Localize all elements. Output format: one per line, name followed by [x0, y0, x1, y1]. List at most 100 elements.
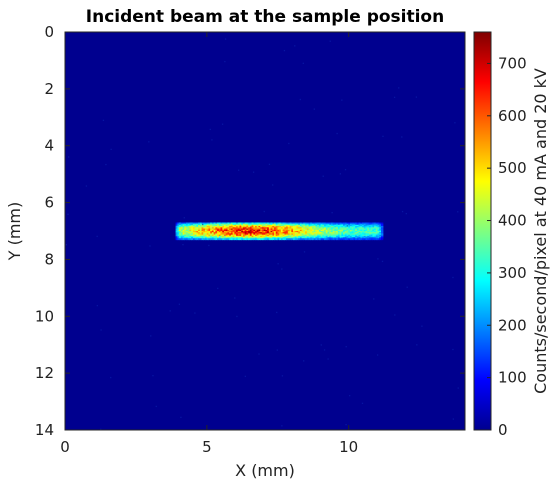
heatmap-cell: [199, 233, 203, 236]
noise-speckle: [373, 298, 375, 300]
heatmap-cell: [341, 237, 344, 239]
heatmap-cell: [236, 234, 239, 237]
heatmap-cell: [315, 228, 318, 231]
heatmap-cell: [225, 238, 229, 241]
heatmap-cell: [294, 228, 298, 231]
heatmap-cell: [175, 224, 178, 227]
heatmap-cell: [194, 233, 197, 236]
heatmap-cell: [358, 235, 361, 238]
heatmap-cell: [192, 224, 196, 227]
heatmap-cell: [330, 224, 334, 227]
heatmap-cell: [236, 222, 239, 225]
heatmap-cell: [334, 227, 337, 230]
heatmap-cell: [336, 237, 339, 239]
heatmap-cell: [287, 231, 291, 233]
heatmap-cell: [211, 231, 215, 233]
heatmap-cell: [280, 227, 284, 230]
heatmap-cell: [315, 234, 318, 237]
heatmap-cell: [215, 232, 218, 235]
heatmap-cell: [192, 233, 196, 236]
heatmap-cell: [223, 232, 227, 235]
heatmap-cell: [201, 237, 204, 239]
heatmap-cell: [227, 228, 230, 231]
heatmap-cell: [239, 234, 242, 237]
heatmap-cell: [356, 231, 360, 233]
heatmap-cell: [225, 231, 229, 233]
heatmap-cell: [336, 229, 339, 232]
heatmap-cell: [325, 229, 329, 232]
heatmap-cell: [286, 228, 289, 231]
heatmap-cell: [251, 237, 254, 239]
heatmap-cell: [217, 231, 220, 233]
y-tick-label: 14: [35, 421, 54, 439]
noise-speckle: [401, 210, 404, 213]
heatmap-cell: [274, 222, 277, 225]
heatmap-cell: [298, 238, 301, 241]
heatmap-cell: [191, 231, 194, 233]
heatmap-cell: [184, 231, 187, 233]
heatmap-cell: [370, 222, 373, 225]
heatmap-cell: [217, 222, 220, 225]
heatmap-cell: [267, 227, 270, 230]
heatmap-cell: [191, 233, 194, 236]
heatmap-cell: [303, 235, 306, 238]
heatmap-cell: [217, 237, 220, 239]
heatmap-cell: [320, 227, 323, 230]
heatmap-cell: [256, 227, 260, 230]
heatmap-cell: [379, 227, 382, 230]
heatmap-cell: [208, 227, 211, 230]
noise-speckle: [457, 211, 459, 213]
heatmap-cell: [301, 232, 304, 235]
heatmap-cell: [322, 222, 325, 225]
noise-speckle: [208, 244, 210, 247]
heatmap-cell: [310, 228, 313, 231]
heatmap-cell: [210, 228, 213, 231]
heatmap-cell: [192, 229, 196, 232]
heatmap-cell: [353, 229, 356, 232]
heatmap-cell: [310, 235, 313, 238]
noise-speckle: [288, 142, 290, 145]
heatmap-cell: [332, 234, 336, 237]
heatmap-cell: [341, 234, 344, 237]
heatmap-cell: [220, 222, 223, 225]
heatmap-cell: [306, 226, 310, 228]
heatmap-cell: [213, 231, 216, 233]
heatmap-cell: [327, 229, 330, 232]
heatmap-cell: [341, 227, 344, 230]
heatmap-cell: [374, 226, 377, 228]
noise-speckle: [276, 349, 278, 351]
heatmap-cell: [370, 226, 373, 228]
heatmap-cell: [218, 229, 222, 232]
heatmap-cell: [239, 222, 242, 225]
heatmap-cell: [218, 222, 222, 225]
heatmap-cell: [191, 222, 194, 225]
heatmap-cell: [227, 229, 230, 232]
heatmap-cell: [175, 233, 178, 236]
heatmap-cell: [317, 234, 320, 237]
heatmap-cell: [320, 237, 323, 239]
heatmap-cell: [282, 234, 285, 237]
heatmap-cell: [204, 223, 208, 226]
noise-speckle: [361, 402, 364, 404]
noise-speckle: [349, 395, 351, 397]
heatmap-cell: [267, 238, 270, 241]
noise-speckle: [169, 310, 171, 312]
heatmap-cell: [184, 238, 187, 241]
heatmap-cell: [236, 228, 239, 231]
heatmap-cell: [208, 223, 211, 226]
heatmap-cell: [267, 237, 270, 239]
heatmap-cell: [211, 223, 215, 226]
heatmap-cell: [223, 238, 227, 241]
heatmap-cell: [258, 231, 261, 233]
noise-speckle: [377, 258, 379, 260]
heatmap-cell: [292, 223, 296, 226]
heatmap-cell: [368, 234, 372, 237]
heatmap-cell: [322, 235, 325, 238]
heatmap-cell: [334, 233, 337, 236]
heatmap-cell: [280, 228, 284, 231]
heatmap-cell: [203, 232, 206, 235]
heatmap-cell: [239, 227, 242, 230]
heatmap-cell: [223, 222, 227, 225]
heatmap-cell: [180, 232, 184, 235]
heatmap-cell: [280, 223, 284, 226]
